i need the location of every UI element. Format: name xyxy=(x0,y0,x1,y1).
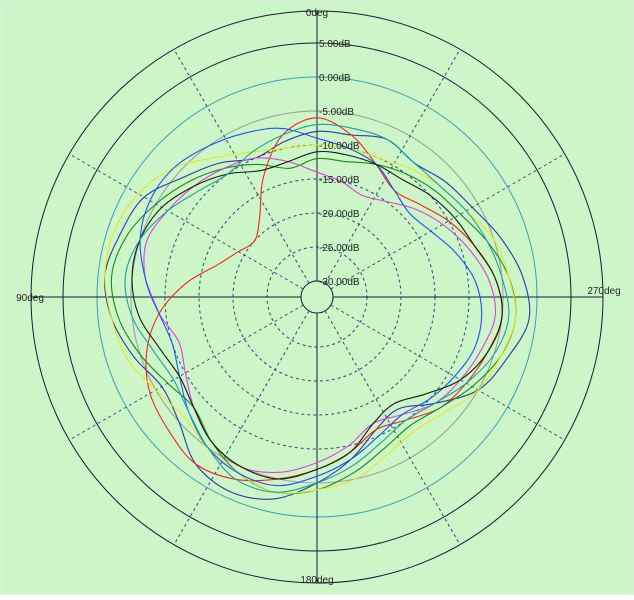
radial-tick-label-2: -5.00dB xyxy=(319,107,354,118)
spoke-330 xyxy=(324,49,461,284)
radial-tick-label-5: -20.00dB xyxy=(319,209,360,220)
spoke-60 xyxy=(69,153,304,290)
spoke-300 xyxy=(330,153,565,290)
spoke-240 xyxy=(330,304,565,441)
radial-tick-label-3: -10.00dB xyxy=(319,141,360,152)
angle-label-90deg: 90deg xyxy=(16,293,44,304)
radial-tick-label-4: -15.00dB xyxy=(319,175,360,186)
radial-tick-label-7: -30.00dB xyxy=(319,277,360,288)
series-line-6 xyxy=(131,150,503,480)
spoke-30 xyxy=(173,49,310,284)
angle-label-0deg: 0deg xyxy=(306,8,328,19)
series-line-5 xyxy=(139,127,483,487)
radial-tick-label-0: 5.00dB xyxy=(319,39,351,50)
radial-tick-label-1: 0.00dB xyxy=(319,73,351,84)
spoke-120 xyxy=(69,304,304,441)
angle-label-180deg: 180deg xyxy=(300,575,333,586)
series-line-7 xyxy=(124,123,510,493)
radial-tick-label-6: -25.00dB xyxy=(319,243,360,254)
spoke-210 xyxy=(324,310,461,545)
angle-label-270deg: 270deg xyxy=(587,286,620,297)
spoke-150 xyxy=(173,310,310,545)
